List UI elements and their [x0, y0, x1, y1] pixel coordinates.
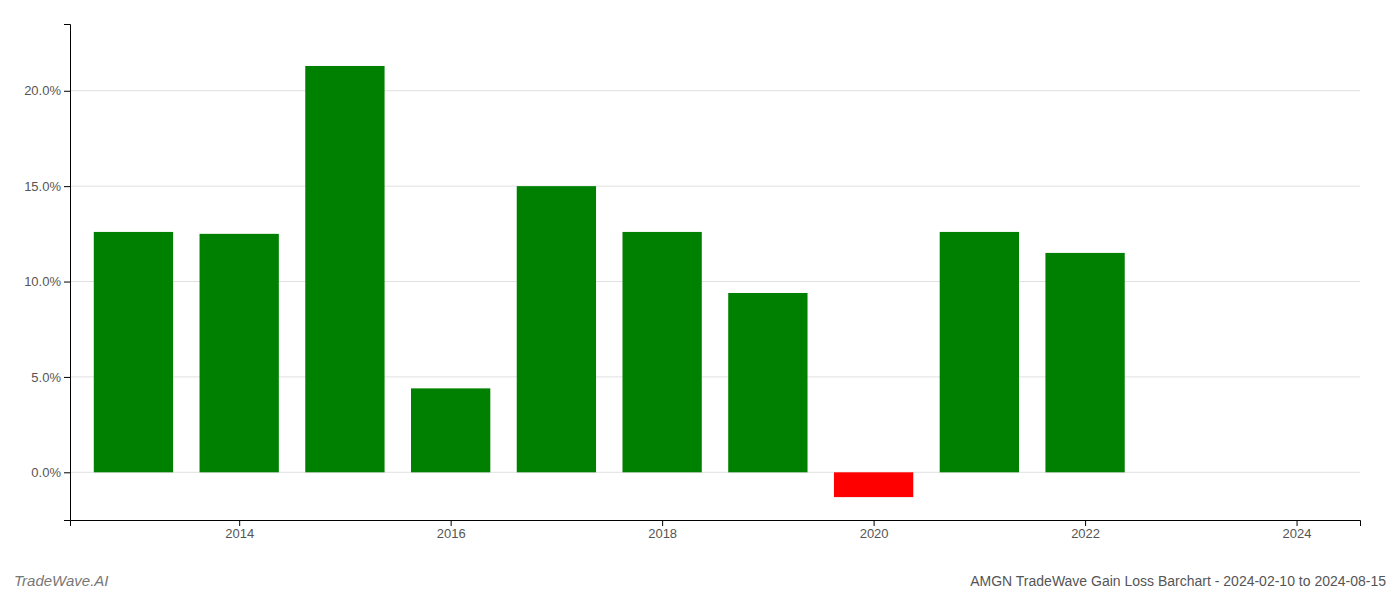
y-tick-mark — [64, 91, 70, 92]
x-tick: 2020 — [860, 520, 889, 541]
bar — [94, 232, 173, 472]
bars — [94, 66, 1125, 497]
x-tick-label: 2024 — [1283, 526, 1312, 541]
y-tick: 0.0% — [31, 465, 70, 480]
x-tick-mark — [1085, 520, 1086, 526]
x-tick-label: 2020 — [860, 526, 889, 541]
x-tick: 2016 — [437, 520, 466, 541]
chart-container: 2014 2016 2018 2020 2022 2024 0.0% 5.0% 10.0% 15.… — [0, 0, 1400, 600]
y-axis: 0.0% 5.0% 10.0% 15.0% 20.0% — [24, 25, 70, 521]
x-tick: 2024 — [1283, 520, 1312, 541]
bar — [1045, 253, 1124, 472]
y-tick-label: 20.0% — [24, 83, 61, 98]
x-tick: 2018 — [648, 520, 677, 541]
y-tick-mark — [64, 186, 70, 187]
chart-svg: 2014 2016 2018 2020 2022 2024 0.0% 5.0% 10.0% 15.… — [0, 0, 1400, 600]
x-tick-mark — [451, 520, 452, 526]
x-tick-label: 2016 — [437, 526, 466, 541]
bar — [834, 472, 913, 497]
bar — [411, 388, 490, 472]
y-tick-label: 0.0% — [31, 465, 61, 480]
x-tick-label: 2014 — [225, 526, 254, 541]
grid — [70, 91, 1360, 473]
x-tick-mark — [874, 520, 875, 526]
x-tick-mark — [662, 520, 663, 526]
y-tick: 5.0% — [31, 370, 70, 385]
x-axis-line — [71, 521, 1361, 527]
x-axis: 2014 2016 2018 2020 2022 2024 — [71, 520, 1361, 541]
y-tick-label: 10.0% — [24, 274, 61, 289]
watermark: TradeWave.AI — [14, 572, 108, 589]
x-tick-mark — [239, 520, 240, 526]
bar — [1151, 472, 1230, 473]
y-tick-mark — [64, 377, 70, 378]
grid-line — [70, 90, 1360, 91]
bar — [940, 232, 1019, 472]
title: AMGN TradeWave Gain Loss Barchart - 2024… — [970, 573, 1386, 589]
x-tick: 2014 — [225, 520, 254, 541]
bar — [728, 293, 807, 472]
y-tick-mark — [64, 282, 70, 283]
y-tick-mark — [64, 472, 70, 473]
y-tick: 20.0% — [24, 83, 70, 98]
y-tick-label: 5.0% — [31, 370, 61, 385]
x-tick: 2022 — [1071, 520, 1100, 541]
y-tick-label: 15.0% — [24, 179, 61, 194]
bar — [622, 232, 701, 472]
bar — [517, 186, 596, 472]
y-tick: 10.0% — [24, 274, 70, 289]
x-tick-label: 2022 — [1071, 526, 1100, 541]
grid-line — [70, 186, 1360, 187]
bar — [305, 66, 384, 472]
y-tick: 15.0% — [24, 179, 70, 194]
y-axis-line — [64, 25, 71, 521]
x-tick-mark — [1297, 520, 1298, 526]
x-tick-label: 2018 — [648, 526, 677, 541]
bar — [200, 234, 279, 472]
